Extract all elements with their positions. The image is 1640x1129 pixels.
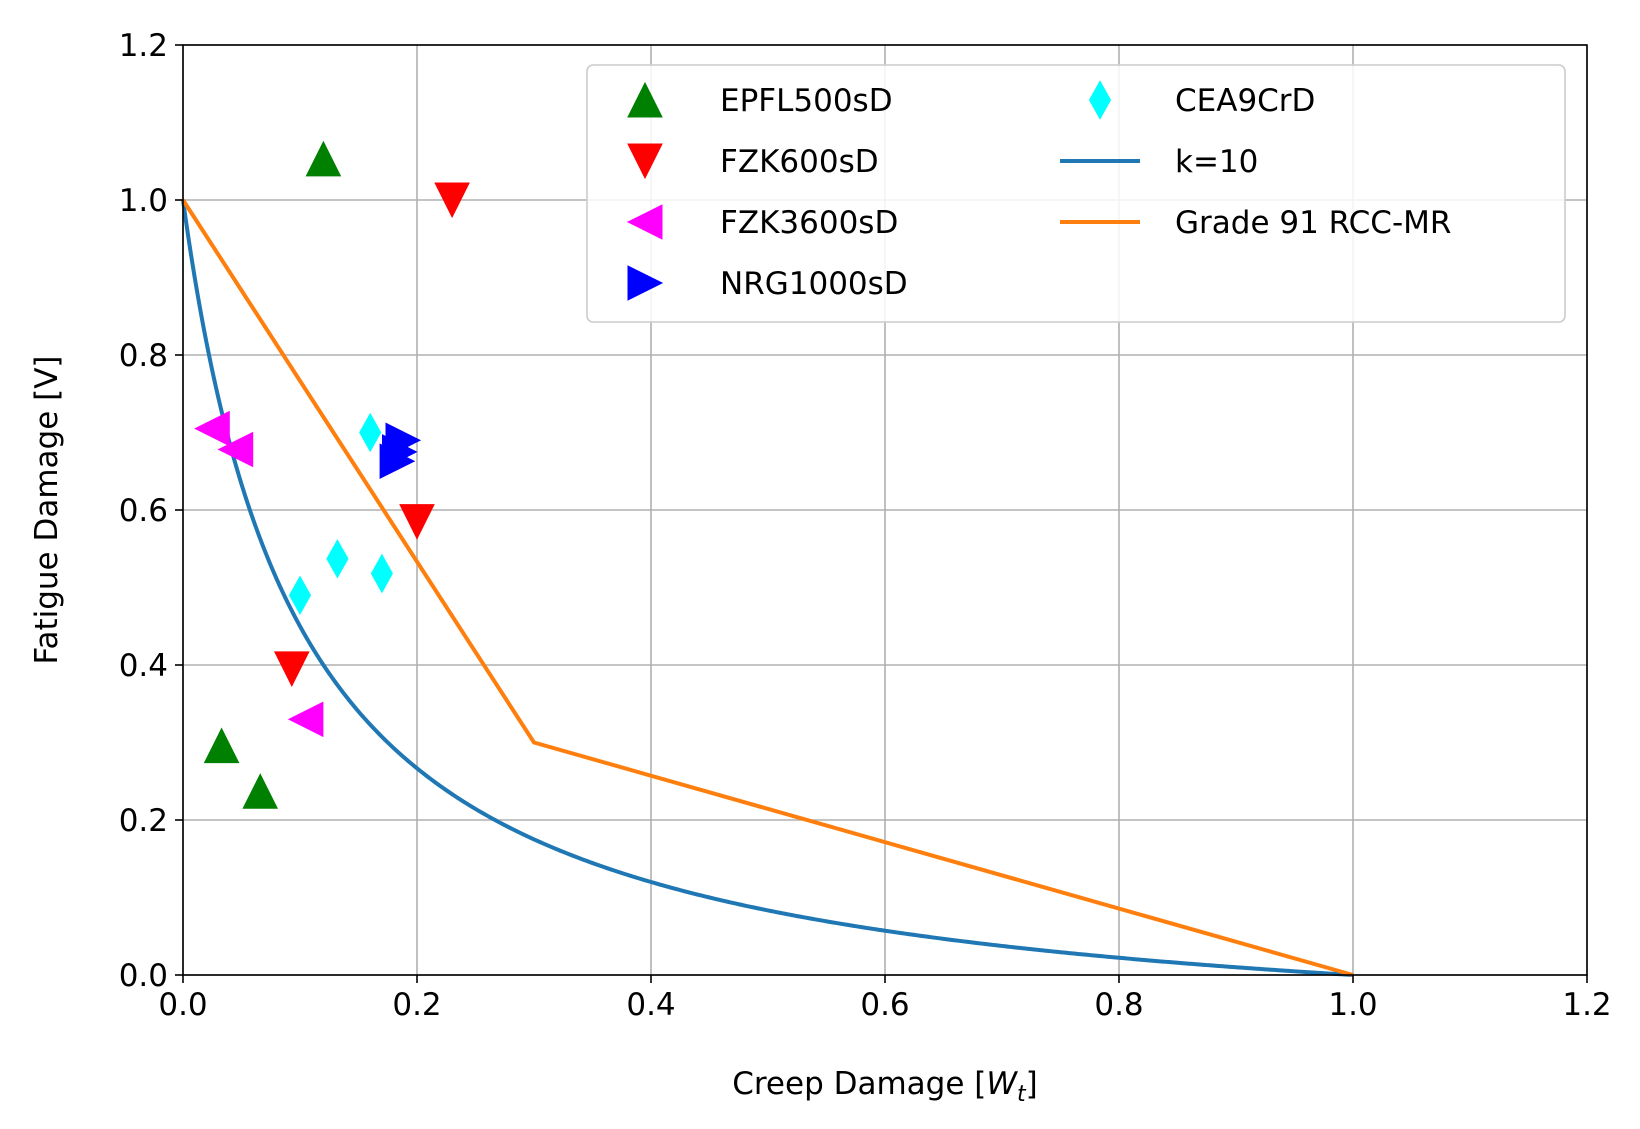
legend-item-grade-91-rcc-mr: Grade 91 RCC-MR [1060, 205, 1451, 241]
x-tick-label: 0.8 [1094, 987, 1143, 1023]
x-axis-title-main: Creep Damage [ [732, 1066, 986, 1102]
legend-item-epfl500sd: EPFL500sD [627, 81, 893, 119]
axis-ticks: 0.0 0.2 0.4 0.6 0.8 1.0 1.2 0.0 0.2 0.4 0.6 0.8 1.0 1… [119, 28, 1612, 1023]
x-tick-label: 0.2 [392, 987, 441, 1023]
legend-item-cea9crd: CEA9CrD [1088, 80, 1315, 120]
legend-item-k-10: k=10 [1060, 144, 1258, 180]
legend-marker-cea9crd [1088, 80, 1112, 120]
x-axis-title-close: ] [1026, 1066, 1038, 1102]
x-tick-label: 0.4 [626, 987, 675, 1023]
legend: EPFL500sD FZK600sD FZK3600sD NRG1000sD CEA9C… [586, 64, 1566, 323]
point-epfl500sd [203, 727, 240, 764]
legend-item-nrg1000sd: NRG1000sD [627, 265, 908, 302]
point-fzk3600sd [194, 410, 230, 447]
legend-label-fzk600sd: FZK600sD [720, 144, 879, 180]
legend-marker-fzk3600sd [626, 204, 663, 240]
legend-label-cea9crd: CEA9CrD [1175, 83, 1315, 119]
point-fzk3600sd [287, 701, 324, 738]
point-epfl500sd [305, 140, 342, 177]
x-axis-title: Creep Damage [Wt] [732, 1066, 1038, 1107]
x-tick-label: 1.0 [1328, 987, 1377, 1023]
point-cea9crd [288, 575, 312, 616]
plot-series [181, 140, 1354, 977]
y-tick-label: 0.6 [119, 493, 168, 529]
line-k-10 [181, 199, 1354, 977]
point-cea9crd [359, 412, 382, 453]
point-fzk3600sd [217, 431, 254, 468]
point-fzk600sd [273, 651, 310, 688]
legend-marker-fzk600sd [627, 143, 663, 180]
x-axis-title-variable: W [986, 1066, 1018, 1102]
legend-box [586, 64, 1566, 323]
y-tick-label: 0.2 [119, 803, 168, 839]
legend-label-nrg1000sd: NRG1000sD [720, 266, 908, 302]
line-grade-91-rcc-mr [181, 198, 1354, 977]
x-tick-label: 1.2 [1562, 987, 1611, 1023]
point-epfl500sd [242, 773, 279, 809]
legend-label-k-10: k=10 [1175, 144, 1258, 180]
y-tick-label: 0.0 [119, 958, 168, 994]
legend-marker-epfl500sd [627, 81, 663, 118]
x-tick-label: 0.0 [158, 987, 207, 1023]
point-cea9crd [326, 539, 349, 579]
y-tick-label: 1.2 [119, 28, 168, 64]
x-axis-title-subscript: t [1017, 1082, 1027, 1107]
legend-label-grade-91-rcc-mr: Grade 91 RCC-MR [1175, 205, 1451, 241]
point-fzk600sd [399, 504, 435, 540]
y-tick-label: 1.0 [119, 183, 168, 219]
legend-label-epfl500sd: EPFL500sD [720, 83, 893, 119]
legend-label-fzk3600sd: FZK3600sD [720, 205, 898, 241]
legend-item-fzk3600sd: FZK3600sD [626, 204, 898, 241]
x-tick-label: 0.6 [860, 987, 909, 1023]
y-tick-label: 0.8 [119, 338, 168, 374]
y-axis-title: Fatigue Damage [V] [29, 355, 65, 664]
point-cea9crd [370, 553, 393, 594]
point-nrg1000sd [379, 443, 416, 480]
legend-marker-nrg1000sd [627, 265, 664, 301]
legend-item-fzk600sd: FZK600sD [627, 143, 879, 180]
y-tick-label: 0.4 [119, 648, 168, 684]
point-fzk600sd [434, 182, 470, 219]
